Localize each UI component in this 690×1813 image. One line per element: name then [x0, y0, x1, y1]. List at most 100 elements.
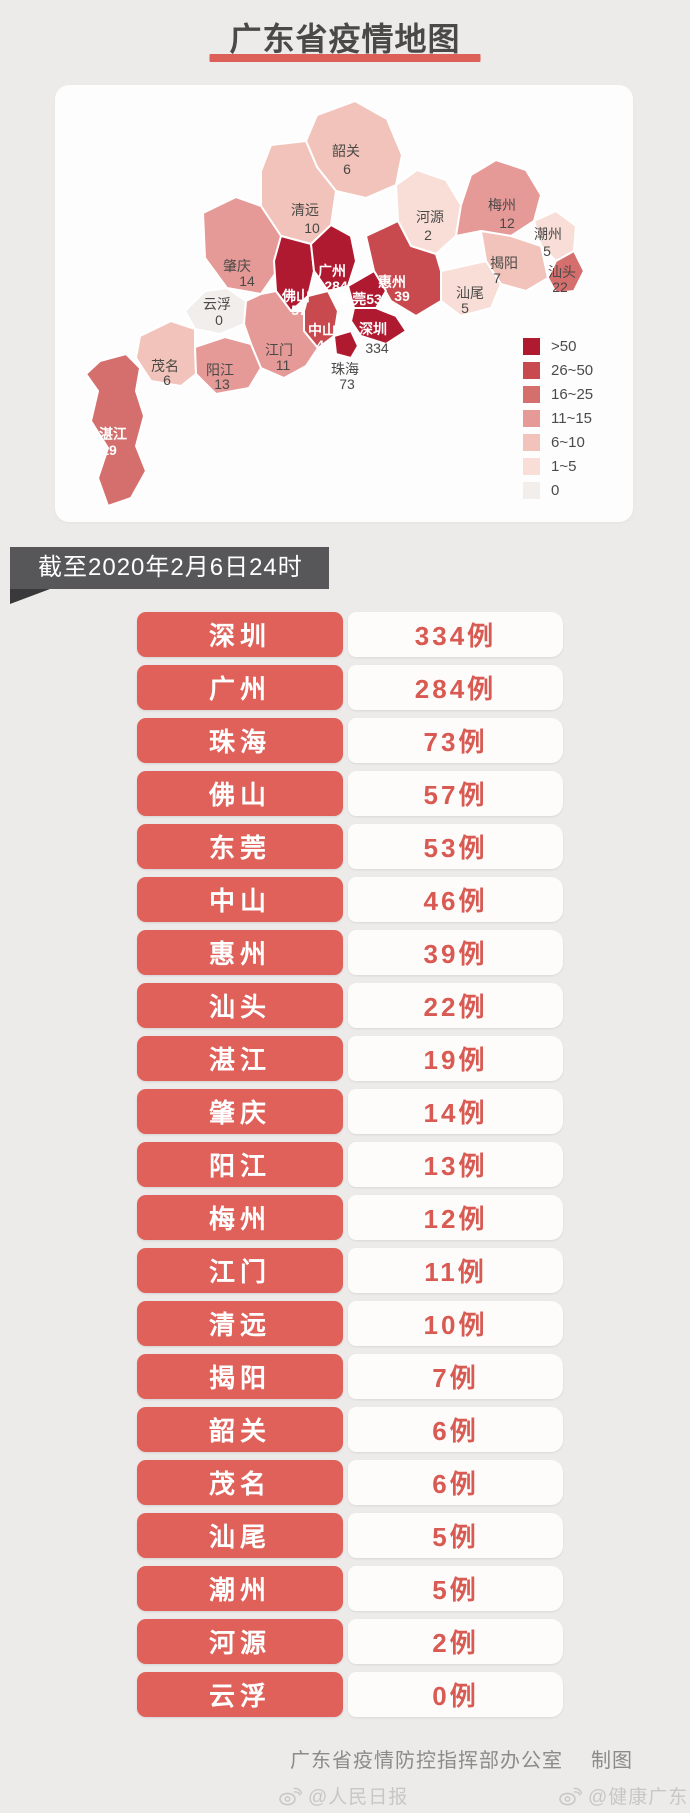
city-cell: 梅州 [137, 1195, 343, 1240]
cases-cell: 73例 [348, 718, 563, 763]
map-region-label: 5 [461, 300, 469, 316]
banner-fold-decoration [10, 589, 50, 604]
legend-swatch [523, 338, 540, 355]
guangdong-map: 韶关6清远10肇庆14云浮0河源2梅州12潮州5汕头22揭阳7汕尾5惠州39茂名… [85, 100, 585, 507]
table-row: 东莞 53例 [137, 824, 563, 869]
map-region-label: 14 [239, 273, 255, 289]
map-region-label: 57 [291, 302, 307, 318]
map-region-label: 阳江 [206, 362, 234, 378]
table-row: 佛山 57例 [137, 771, 563, 816]
legend-label: 26~50 [551, 362, 594, 379]
city-cell: 云浮 [137, 1672, 343, 1717]
map-region-label: 梅州 [488, 197, 516, 213]
city-cell: 汕头 [137, 983, 343, 1028]
map-region-label: 334 [365, 340, 389, 356]
city-cell: 珠海 [137, 718, 343, 763]
date-banner: 截至2020年2月6日24时 [10, 547, 329, 589]
map-region-label: 12 [499, 215, 515, 231]
map-region-label: 江门 [265, 342, 293, 358]
legend-row: 11~15 [523, 410, 593, 427]
cases-cell: 10例 [348, 1301, 563, 1346]
map-region [310, 224, 357, 292]
legend-label: 11~15 [551, 410, 593, 427]
table-row: 广州 284例 [137, 665, 563, 710]
legend-label: 1~5 [551, 458, 577, 475]
table-row: 肇庆 14例 [137, 1089, 563, 1134]
cases-cell: 13例 [348, 1142, 563, 1187]
map-region [194, 336, 262, 395]
city-cell: 河源 [137, 1619, 343, 1664]
city-cell: 湛江 [137, 1036, 343, 1081]
watermark-left-text: @人民日报 [308, 1787, 409, 1808]
cases-cell: 7例 [348, 1354, 563, 1399]
map-region-label: 22 [552, 279, 568, 295]
credit-suffix: 制图 [591, 1750, 633, 1772]
table-row: 潮州 5例 [137, 1566, 563, 1611]
map-region-label: 清远 [291, 202, 319, 218]
map-region-label: 6 [163, 372, 171, 388]
cases-cell: 46例 [348, 877, 563, 922]
map-region [347, 270, 387, 309]
city-cell: 东莞 [137, 824, 343, 869]
table-row: 汕头 22例 [137, 983, 563, 1028]
legend-label: 6~10 [551, 434, 585, 451]
cases-cell: 5例 [348, 1566, 563, 1611]
table-row: 珠海 73例 [137, 718, 563, 763]
legend-label: 16~25 [551, 386, 594, 403]
cases-cell: 12例 [348, 1195, 563, 1240]
city-cell: 潮州 [137, 1566, 343, 1611]
cases-cell: 14例 [348, 1089, 563, 1134]
cases-cell: 39例 [348, 930, 563, 975]
map-region [455, 159, 542, 237]
legend-label: >50 [551, 338, 577, 355]
legend-row: 1~5 [523, 458, 593, 475]
legend-swatch [523, 362, 540, 379]
map-region-label: 珠海 [331, 361, 359, 377]
table-row: 揭阳 7例 [137, 1354, 563, 1399]
cases-table: 深圳 334例 广州 284例 珠海 73例 佛山 57例 东莞 53例 中山 46例 惠州 39例 汕头 2… [137, 612, 563, 1725]
legend-swatch [523, 410, 540, 427]
map-region-label: 6 [343, 161, 351, 177]
table-row: 汕尾 5例 [137, 1513, 563, 1558]
city-cell: 韶关 [137, 1407, 343, 1452]
map-region-label: 韶关 [332, 143, 360, 159]
watermark-left: @人民日报 [278, 1782, 408, 1809]
cases-cell: 284例 [348, 665, 563, 710]
map-region-label: 东莞53 [338, 291, 382, 307]
weibo-icon [278, 1786, 302, 1806]
table-row: 惠州 39例 [137, 930, 563, 975]
city-cell: 深圳 [137, 612, 343, 657]
map-region-label: 0 [215, 312, 223, 328]
map-region-label: 汕头 [548, 264, 576, 280]
city-cell: 惠州 [137, 930, 343, 975]
map-region [85, 353, 147, 507]
map-region-label: 5 [543, 243, 551, 259]
table-row: 湛江 19例 [137, 1036, 563, 1081]
map-region-label: 茂名 [151, 358, 179, 374]
legend-row: 26~50 [523, 362, 593, 379]
map-legend: >50 26~50 16~25 11~15 6~10 1~5 0 [523, 338, 593, 506]
map-region-label: 深圳 [359, 321, 387, 337]
date-banner-text: 截至2020年2月6日24时 [38, 554, 303, 581]
cases-cell: 334例 [348, 612, 563, 657]
cases-cell: 11例 [348, 1248, 563, 1293]
map-region-label: 云浮 [203, 296, 231, 312]
map-region-label: 10 [304, 220, 320, 236]
legend-row: 6~10 [523, 434, 593, 451]
city-cell: 肇庆 [137, 1089, 343, 1134]
city-cell: 佛山 [137, 771, 343, 816]
cases-cell: 6例 [348, 1407, 563, 1452]
cases-cell: 57例 [348, 771, 563, 816]
map-region-label: 13 [214, 376, 230, 392]
map-region-label: 广州 [318, 263, 346, 279]
cases-cell: 19例 [348, 1036, 563, 1081]
table-row: 茂名 6例 [137, 1460, 563, 1505]
cases-cell: 22例 [348, 983, 563, 1028]
map-region-label: 河源 [416, 209, 444, 225]
watermark-right-text: @健康广东 [588, 1787, 689, 1808]
city-cell: 清远 [137, 1301, 343, 1346]
weibo-icon [558, 1786, 582, 1806]
cases-cell: 6例 [348, 1460, 563, 1505]
map-region-label: 73 [339, 376, 355, 392]
legend-swatch [523, 458, 540, 475]
